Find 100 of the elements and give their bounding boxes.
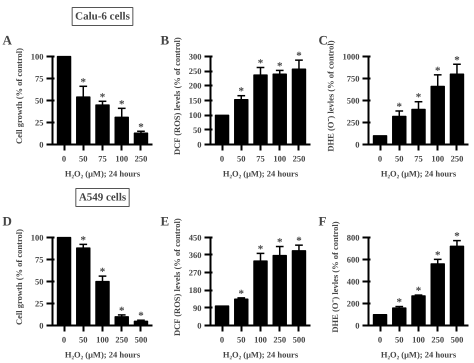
x-tick-label: 0 xyxy=(62,154,66,164)
data-label: * xyxy=(296,235,302,248)
y-axis-title: DHE (O⁻) levles (% of control) xyxy=(326,40,336,152)
x-axis-title: H₂O₂ (μM); 24 hours xyxy=(380,168,457,178)
data-label: * xyxy=(138,310,144,322)
y-tick-label: 50 xyxy=(35,95,44,106)
x-tick-label: 250 xyxy=(273,334,286,344)
x-tick-label: 100 xyxy=(431,154,444,164)
y-tick-label: 90 xyxy=(193,302,202,313)
chart-title: Calu-6 cells xyxy=(75,10,131,22)
data-label: * xyxy=(258,243,264,256)
x-tick-label: 100 xyxy=(412,334,425,344)
y-tick-label: 300 xyxy=(188,51,202,62)
y-tick-label: 0 xyxy=(39,140,44,150)
data-label: * xyxy=(100,91,106,104)
y-tick-label: 250 xyxy=(188,66,202,76)
x-tick-label: 250 xyxy=(115,334,128,344)
data-label: * xyxy=(416,92,422,104)
x-tick-label: 250 xyxy=(431,334,444,344)
y-tick-label: 100 xyxy=(30,232,44,242)
y-tick-label: 600 xyxy=(346,254,360,264)
y-axis-title: DHE (O⁻) levles (% of control) xyxy=(330,221,340,333)
data-label: * xyxy=(80,234,87,246)
data-label: * xyxy=(396,100,403,113)
y-tick-label: 750 xyxy=(346,73,360,84)
y-tick-label: 0 xyxy=(355,320,360,330)
y-tick-label: 450 xyxy=(188,232,202,242)
x-tick-label: 0 xyxy=(220,334,224,344)
y-tick-label: 270 xyxy=(188,268,202,278)
x-axis-title: H₂O₂ (μM); 24 hours xyxy=(222,168,299,178)
x-tick-label: 500 xyxy=(134,334,148,344)
data-label: * xyxy=(454,230,460,243)
y-tick-label: 800 xyxy=(346,232,360,242)
data-label: * xyxy=(238,288,245,300)
y-tick-label: 25 xyxy=(35,298,44,308)
y-tick-label: 100 xyxy=(188,110,202,120)
x-tick-label: 500 xyxy=(450,334,464,344)
y-tick-label: 400 xyxy=(346,276,360,286)
x-tick-label: 100 xyxy=(254,334,267,344)
x-tick-label: 50 xyxy=(237,334,246,344)
x-tick-label: 100 xyxy=(96,334,109,344)
x-tick-label: 0 xyxy=(378,334,382,344)
y-axis-title: DCF (ROS) levels (% of control) xyxy=(172,218,182,336)
x-tick-label: 250 xyxy=(450,154,464,164)
data-label: * xyxy=(118,98,125,110)
x-tick-label: 250 xyxy=(134,154,148,164)
x-tick-label: 250 xyxy=(292,154,306,164)
x-tick-label: 0 xyxy=(62,334,66,344)
y-tick-label: 0 xyxy=(39,320,44,330)
y-tick-label: 500 xyxy=(346,95,360,106)
data-label: * xyxy=(396,296,403,309)
data-label: * xyxy=(118,304,125,317)
y-tick-label: 360 xyxy=(188,250,202,260)
x-tick-label: 100 xyxy=(115,154,128,164)
y-tick-label: 150 xyxy=(188,95,202,106)
data-label: * xyxy=(100,266,106,278)
data-label: * xyxy=(276,60,283,72)
x-tick-label: 0 xyxy=(378,154,382,164)
x-tick-label: 50 xyxy=(395,334,404,344)
y-tick-label: 50 xyxy=(193,124,202,135)
y-tick-label: 50 xyxy=(35,276,44,286)
x-tick-label: 50 xyxy=(237,154,246,164)
x-tick-label: 50 xyxy=(395,154,404,164)
x-tick-label: 50 xyxy=(79,154,88,164)
x-tick-label: 0 xyxy=(220,154,224,164)
x-tick-label: 75 xyxy=(98,154,107,164)
y-axis-title: Cell growth (% of control) xyxy=(14,48,24,144)
y-tick-label: 0 xyxy=(197,140,202,150)
data-label: * xyxy=(434,249,441,262)
text: B xyxy=(160,32,170,48)
data-label: * xyxy=(416,285,422,298)
chart-title: A549 cells xyxy=(78,192,127,204)
x-axis-title: H₂O₂ (μM); 24 hours xyxy=(64,168,141,178)
y-tick-label: 250 xyxy=(346,117,360,128)
x-axis-title: H₂O₂ (μM); 24 hours xyxy=(380,350,457,360)
x-tick-label: 75 xyxy=(256,154,265,164)
x-tick-label: 50 xyxy=(79,334,88,344)
y-axis-title: DCF (ROS) levels (% of control) xyxy=(172,37,182,156)
data-label: * xyxy=(258,57,264,70)
y-tick-label: 75 xyxy=(35,254,44,264)
y-tick-label: 25 xyxy=(35,117,44,128)
data-label: * xyxy=(138,121,144,134)
y-axis-title: Cell growth (% of control) xyxy=(14,228,24,325)
data-label: * xyxy=(238,86,245,98)
data-label: * xyxy=(454,54,460,66)
text: F xyxy=(318,214,326,228)
x-axis-title: H₂O₂ (μM); 24 hours xyxy=(64,350,141,360)
text: D xyxy=(2,214,12,228)
y-tick-label: 75 xyxy=(35,73,44,84)
data-label: * xyxy=(434,64,441,77)
y-tick-label: 0 xyxy=(197,320,202,330)
y-tick-label: 200 xyxy=(346,298,360,308)
x-tick-label: 500 xyxy=(292,334,306,344)
text: E xyxy=(160,214,170,228)
text: A xyxy=(2,32,12,48)
x-tick-label: 100 xyxy=(273,154,286,164)
data-label: * xyxy=(296,50,302,62)
data-label: * xyxy=(80,76,87,88)
x-axis-title: H₂O₂ (μM); 24 hours xyxy=(222,350,299,360)
y-tick-label: 200 xyxy=(188,80,202,91)
